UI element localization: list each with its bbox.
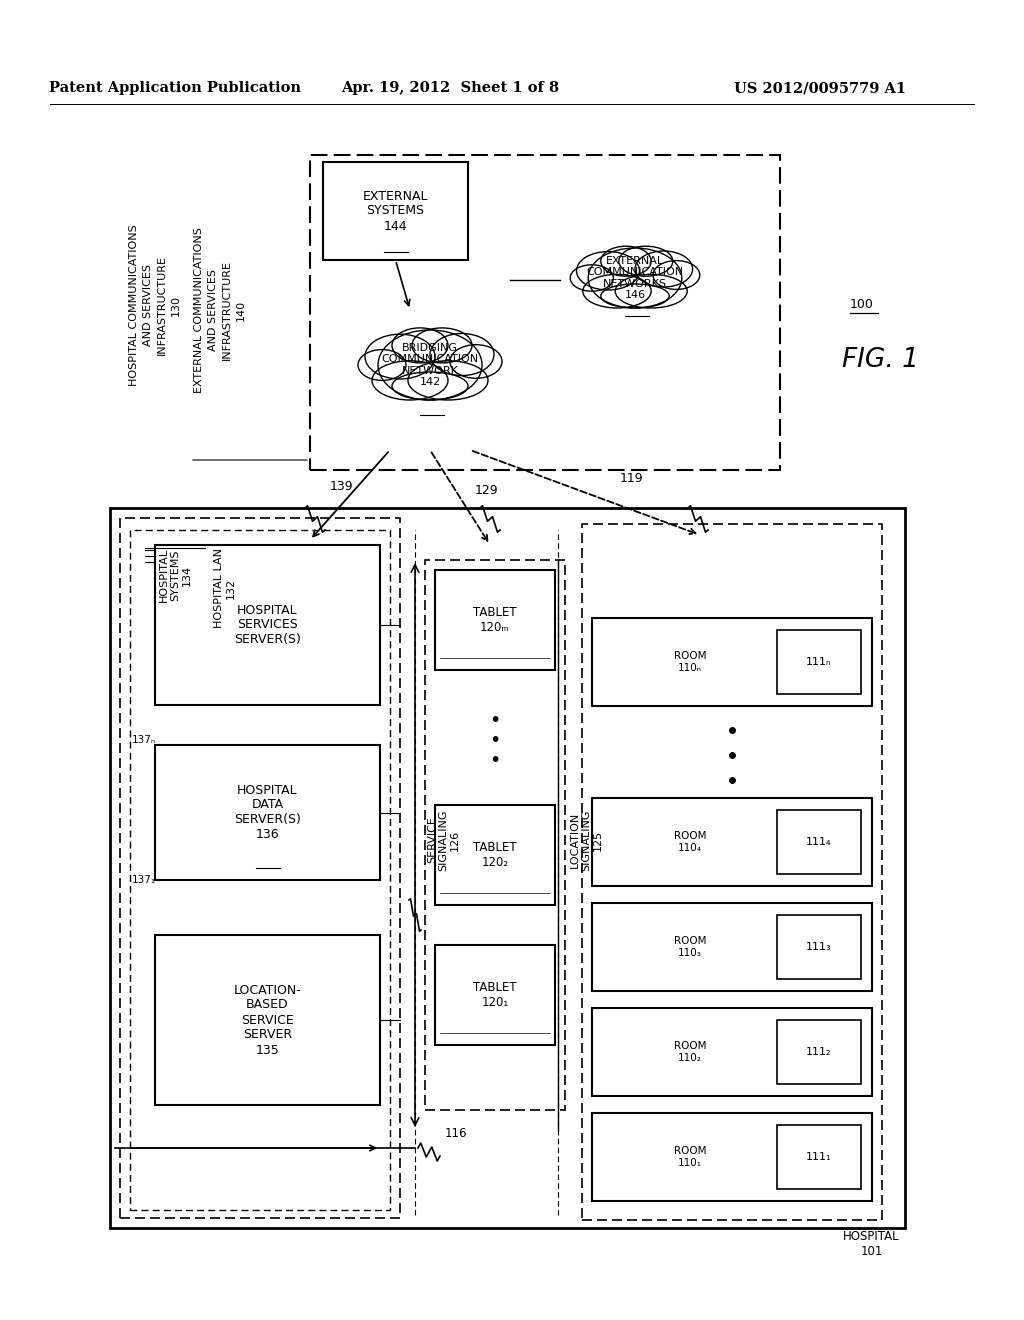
Text: 100: 100	[850, 298, 873, 312]
Bar	[592, 903, 872, 991]
Bar	[777, 915, 861, 978]
Bar	[435, 570, 555, 671]
Bar	[582, 524, 882, 1220]
Bar	[435, 945, 555, 1045]
Bar	[592, 618, 872, 706]
Text: Apr. 19, 2012  Sheet 1 of 8: Apr. 19, 2012 Sheet 1 of 8	[341, 81, 559, 95]
Text: HOSPITAL
DATA
SERVER(S)
136: HOSPITAL DATA SERVER(S) 136	[234, 784, 301, 842]
Bar	[155, 935, 380, 1105]
Text: 111ₙ: 111ₙ	[806, 657, 831, 667]
Text: TABLET
120ₘ: TABLET 120ₘ	[473, 606, 517, 634]
Ellipse shape	[358, 350, 406, 380]
Ellipse shape	[588, 248, 682, 308]
Text: BRIDGING
COMMUNICATION
NETWORK
142: BRIDGING COMMUNICATION NETWORK 142	[381, 343, 478, 387]
Text: TABLET
120₁: TABLET 120₁	[473, 981, 517, 1008]
Text: 119: 119	[620, 471, 644, 484]
Bar	[777, 1020, 861, 1084]
Text: ROOM
110₂: ROOM 110₂	[674, 1041, 707, 1063]
Text: ROOM
110₃: ROOM 110₃	[674, 936, 707, 958]
Text: EXTERNAL
COMMUNICATION
NETWORKS
146: EXTERNAL COMMUNICATION NETWORKS 146	[587, 256, 684, 301]
Bar	[155, 545, 380, 705]
Bar	[120, 517, 400, 1218]
Text: HOSPITAL COMMUNICATIONS
AND SERVICES
INFRASTRUCTURE
130: HOSPITAL COMMUNICATIONS AND SERVICES INF…	[129, 224, 181, 385]
Text: ROOM
110₄: ROOM 110₄	[674, 832, 707, 853]
Ellipse shape	[450, 345, 502, 379]
Text: FIG. 1: FIG. 1	[842, 347, 919, 374]
Text: SERVICE
SIGNALING
126: SERVICE SIGNALING 126	[427, 809, 460, 871]
Bar	[435, 805, 555, 906]
Bar	[777, 1126, 861, 1189]
Bar	[155, 744, 380, 880]
Ellipse shape	[430, 334, 494, 375]
Text: 111₃: 111₃	[806, 942, 831, 952]
Text: 137ₙ: 137ₙ	[132, 735, 156, 744]
Text: Patent Application Publication: Patent Application Publication	[49, 81, 301, 95]
Ellipse shape	[615, 275, 687, 308]
Text: 137₁: 137₁	[132, 875, 156, 884]
Text: 111₁: 111₁	[806, 1152, 831, 1162]
Ellipse shape	[570, 265, 613, 292]
Text: ROOM
110₁: ROOM 110₁	[674, 1146, 707, 1168]
Text: EXTERNAL
SYSTEMS
144: EXTERNAL SYSTEMS 144	[362, 190, 428, 232]
Ellipse shape	[577, 252, 640, 290]
Bar	[777, 631, 861, 694]
Bar	[425, 560, 565, 1110]
Bar	[310, 154, 780, 470]
Ellipse shape	[601, 247, 651, 276]
Text: 111₂: 111₂	[806, 1047, 831, 1057]
Text: LOCATION
SIGNALING
125: LOCATION SIGNALING 125	[570, 809, 603, 871]
Ellipse shape	[412, 327, 472, 363]
Text: LOCATION-
BASED
SERVICE
SERVER
135: LOCATION- BASED SERVICE SERVER 135	[233, 983, 301, 1056]
Bar	[592, 1008, 872, 1096]
Text: 129: 129	[475, 483, 499, 496]
Bar	[592, 1113, 872, 1201]
Text: ROOM
110ₙ: ROOM 110ₙ	[674, 651, 707, 673]
Ellipse shape	[372, 360, 449, 400]
Text: HOSPITAL LAN
132: HOSPITAL LAN 132	[214, 548, 236, 628]
Ellipse shape	[635, 251, 692, 286]
Ellipse shape	[408, 360, 488, 400]
Text: TABLET
120₂: TABLET 120₂	[473, 841, 517, 869]
Ellipse shape	[618, 247, 673, 276]
Text: •: •	[489, 730, 501, 750]
Ellipse shape	[653, 260, 699, 289]
Bar	[130, 531, 390, 1210]
Ellipse shape	[601, 284, 670, 308]
Ellipse shape	[365, 334, 435, 379]
Text: 111₄: 111₄	[806, 837, 831, 847]
Bar	[592, 799, 872, 886]
Bar	[777, 810, 861, 874]
Ellipse shape	[378, 330, 482, 400]
Ellipse shape	[392, 327, 449, 363]
Text: HOSPITAL
SERVICES
SERVER(S): HOSPITAL SERVICES SERVER(S)	[234, 603, 301, 647]
Text: HOSPITAL
101: HOSPITAL 101	[844, 1230, 900, 1258]
Text: US 2012/0095779 A1: US 2012/0095779 A1	[734, 81, 906, 95]
Text: 139: 139	[330, 480, 353, 494]
Text: •: •	[489, 751, 501, 770]
Bar	[110, 508, 905, 1228]
Text: 116: 116	[445, 1127, 468, 1140]
Text: EXTERNAL COMMUNICATIONS
AND SERVICES
INFRASTRUCTURE
140: EXTERNAL COMMUNICATIONS AND SERVICES INF…	[194, 227, 246, 393]
Text: •: •	[489, 710, 501, 730]
Ellipse shape	[583, 275, 651, 308]
Text: HOSPITAL
SYSTEMS
134: HOSPITAL SYSTEMS 134	[159, 548, 191, 602]
Bar	[323, 162, 468, 260]
Ellipse shape	[392, 372, 468, 400]
